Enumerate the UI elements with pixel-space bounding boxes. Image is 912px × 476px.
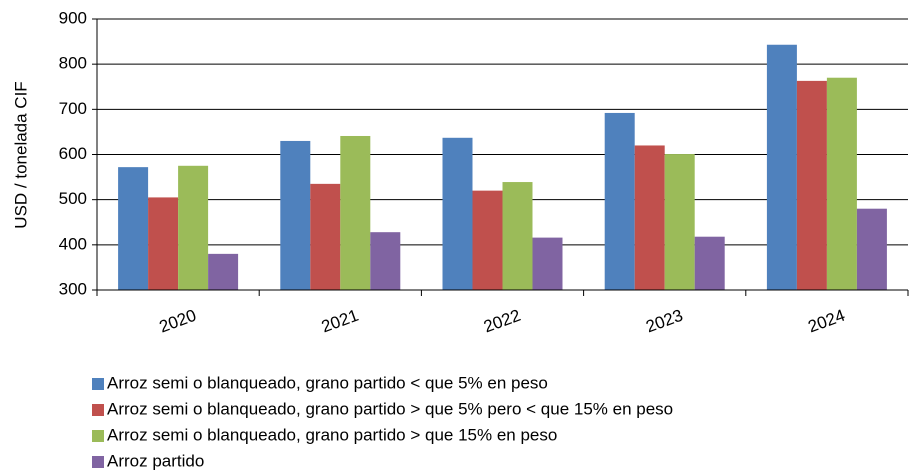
legend-label: Arroz semi o blanqueado, grano partido >… [107,399,673,418]
bar [208,253,239,290]
bar [118,167,149,290]
legend-swatch [92,456,104,468]
x-tick-label: 2020 [157,306,199,337]
bar [502,182,533,290]
y-tick-label: 700 [59,99,87,118]
bar [604,112,635,291]
bar [148,197,179,290]
legend-label: Arroz semi o blanqueado, grano partido <… [107,373,548,392]
bar [340,135,371,290]
bar [634,145,665,290]
bar [472,190,503,290]
x-tick-label: 2022 [481,306,523,337]
legend-swatch [92,430,104,442]
y-tick-label: 600 [59,144,87,163]
bar [796,80,827,291]
y-tick-label: 900 [59,8,87,27]
legend-swatch [92,404,104,416]
bar [694,236,725,290]
bar [856,208,887,290]
y-tick-label: 300 [59,279,87,298]
bar [280,140,311,290]
bar [370,232,401,290]
bar [442,137,473,290]
y-tick-label: 500 [59,189,87,208]
bar [826,77,857,290]
y-tick-label: 400 [59,234,87,253]
legend-label: Arroz semi o blanqueado, grano partido >… [107,425,557,444]
bar [178,165,209,290]
bar [664,154,695,290]
legend-label: Arroz partido [107,451,204,470]
y-tick-label: 800 [59,54,87,73]
bar [532,237,563,290]
bar [766,44,797,291]
legend-swatch [92,378,104,390]
y-axis-label: USD / tonelada CIF [11,81,30,228]
x-tick-label: 2021 [319,306,361,337]
x-tick-label: 2024 [806,306,848,337]
x-tick-label: 2023 [643,306,685,337]
bar [310,183,341,290]
